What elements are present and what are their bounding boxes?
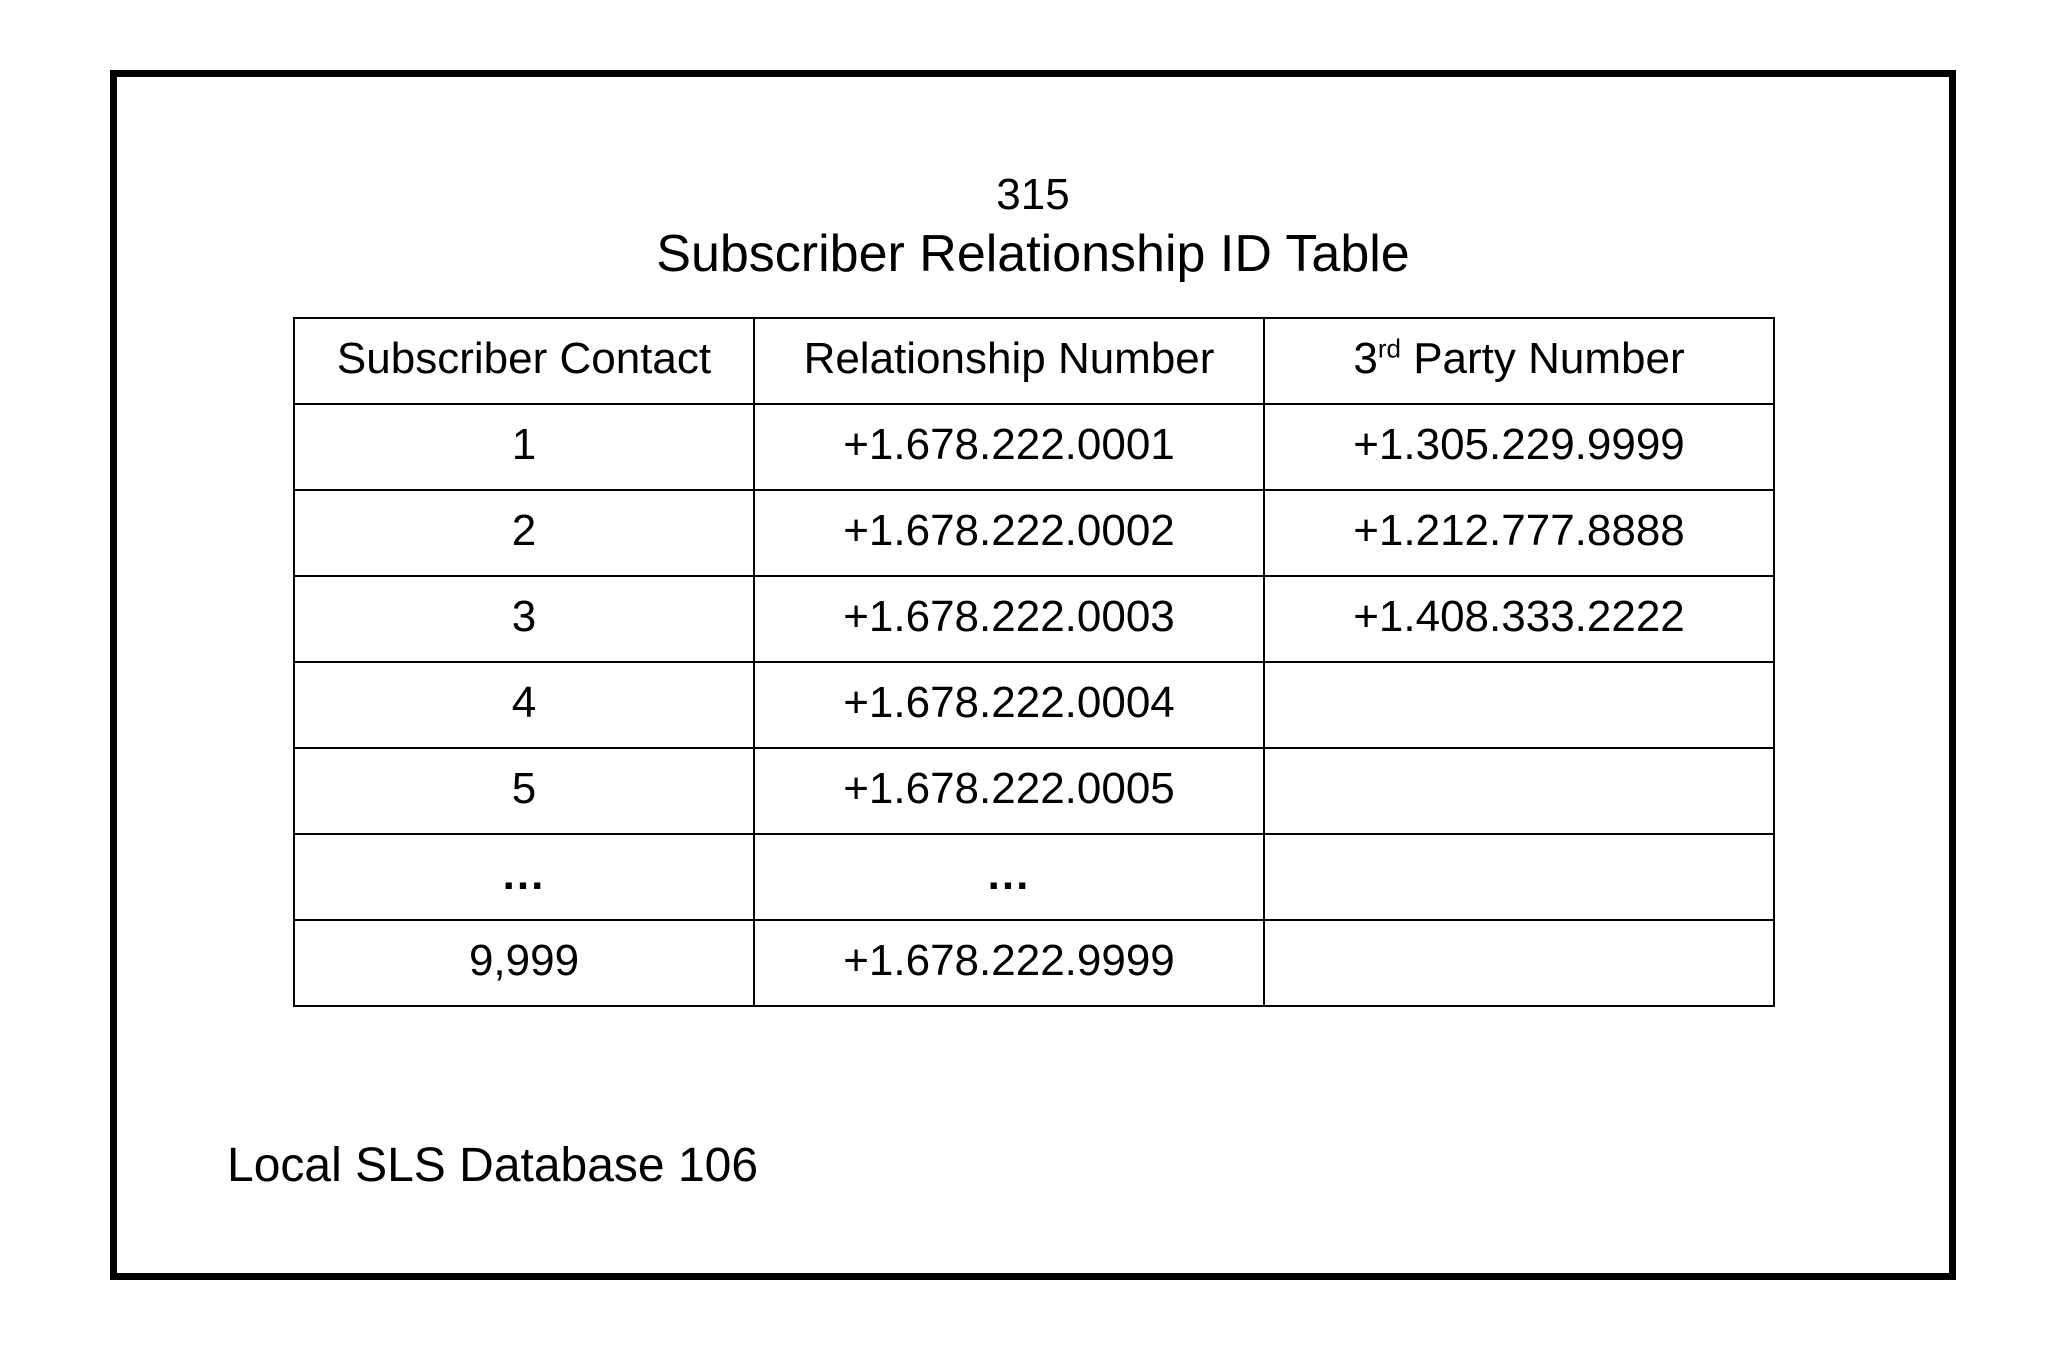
page: 315 Subscriber Relationship ID Table Sub… xyxy=(0,0,2066,1350)
cell-relationship-number: +1.678.222.9999 xyxy=(754,920,1264,1006)
cell-third-party-number: +1.408.333.2222 xyxy=(1264,576,1774,662)
cell-relationship-number: +1.678.222.0002 xyxy=(754,490,1264,576)
cell-subscriber-contact: 5 xyxy=(294,748,754,834)
footer-label: Local SLS Database 106 xyxy=(227,1138,758,1193)
table-row: 1 +1.678.222.0001 +1.305.229.9999 xyxy=(294,404,1774,490)
cell-third-party-number xyxy=(1264,748,1774,834)
cell-third-party-number xyxy=(1264,834,1774,920)
cell-relationship-number: +1.678.222.0004 xyxy=(754,662,1264,748)
title-block: 315 Subscriber Relationship ID Table xyxy=(117,167,1949,287)
table-row-ellipsis: ... ... xyxy=(294,834,1774,920)
cell-third-party-number: +1.212.777.8888 xyxy=(1264,490,1774,576)
cell-subscriber-contact: ... xyxy=(294,834,754,920)
relationship-table: Subscriber Contact Relationship Number 3… xyxy=(293,317,1775,1007)
table-row: 4 +1.678.222.0004 xyxy=(294,662,1774,748)
cell-relationship-number: +1.678.222.0005 xyxy=(754,748,1264,834)
outer-frame: 315 Subscriber Relationship ID Table Sub… xyxy=(110,70,1956,1280)
third-party-ordinal: rd xyxy=(1378,333,1401,363)
ellipsis-icon: ... xyxy=(503,850,546,899)
cell-subscriber-contact: 3 xyxy=(294,576,754,662)
third-party-suffix: Party Number xyxy=(1401,334,1685,383)
table-body: 1 +1.678.222.0001 +1.305.229.9999 2 +1.6… xyxy=(294,404,1774,1006)
cell-relationship-number: +1.678.222.0003 xyxy=(754,576,1264,662)
cell-relationship-number: ... xyxy=(754,834,1264,920)
table-header-row: Subscriber Contact Relationship Number 3… xyxy=(294,318,1774,404)
ellipsis-icon: ... xyxy=(988,850,1031,899)
col-header-subscriber-contact: Subscriber Contact xyxy=(294,318,754,404)
cell-subscriber-contact: 9,999 xyxy=(294,920,754,1006)
table-row: 3 +1.678.222.0003 +1.408.333.2222 xyxy=(294,576,1774,662)
cell-third-party-number xyxy=(1264,920,1774,1006)
third-party-prefix: 3 xyxy=(1353,334,1377,383)
cell-subscriber-contact: 2 xyxy=(294,490,754,576)
cell-third-party-number xyxy=(1264,662,1774,748)
cell-subscriber-contact: 1 xyxy=(294,404,754,490)
cell-subscriber-contact: 4 xyxy=(294,662,754,748)
col-header-relationship-number: Relationship Number xyxy=(754,318,1264,404)
cell-relationship-number: +1.678.222.0001 xyxy=(754,404,1264,490)
table-row: 9,999 +1.678.222.9999 xyxy=(294,920,1774,1006)
table-container: Subscriber Contact Relationship Number 3… xyxy=(293,317,1773,1007)
table-row: 2 +1.678.222.0002 +1.212.777.8888 xyxy=(294,490,1774,576)
figure-title: Subscriber Relationship ID Table xyxy=(117,222,1949,287)
col-header-third-party-number: 3rd Party Number xyxy=(1264,318,1774,404)
table-row: 5 +1.678.222.0005 xyxy=(294,748,1774,834)
figure-reference-number: 315 xyxy=(117,167,1949,222)
cell-third-party-number: +1.305.229.9999 xyxy=(1264,404,1774,490)
